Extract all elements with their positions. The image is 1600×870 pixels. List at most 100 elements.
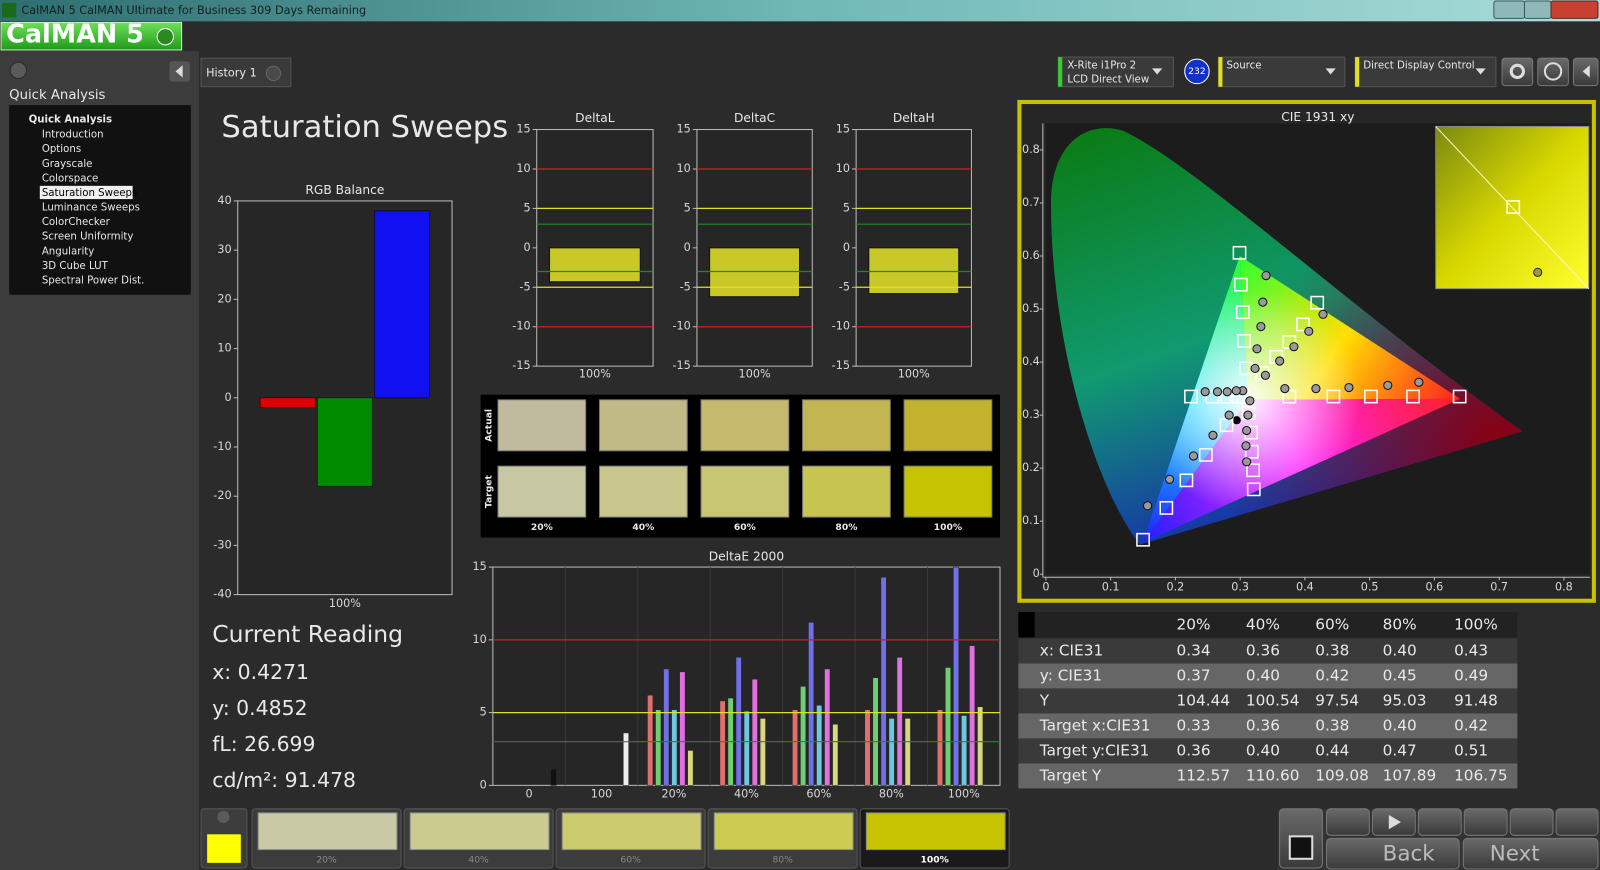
strip-label: 60% (620, 854, 641, 865)
actual-swatch (497, 399, 587, 452)
display-box[interactable] (1354, 56, 1497, 88)
y-tick-label: -40 (213, 588, 231, 601)
target-marker (1232, 245, 1247, 260)
measured-marker (1212, 387, 1223, 397)
y-tick-label: 0 (480, 778, 487, 791)
reading-line: fL: 26.699 (212, 732, 315, 756)
x-tick-label: 0.5 (1361, 580, 1379, 593)
measured-marker (1256, 321, 1266, 332)
x-tick-label: 0.1 (1102, 580, 1120, 593)
inset-marks (1506, 200, 1543, 277)
tree-item[interactable]: Saturation Sweeps (42, 188, 137, 199)
settings-button[interactable] (1501, 57, 1534, 87)
bar (671, 709, 678, 786)
check-button[interactable] (1555, 808, 1599, 836)
x-tick-label: 60% (806, 788, 831, 801)
chart: 0 5 10 15 DeltaE 2000 0 100 20% 40% 60% 80% 100% (472, 549, 1001, 801)
measured-marker (1414, 377, 1424, 387)
actual-swatch (903, 399, 993, 452)
add-tab-button[interactable] (265, 65, 282, 82)
bar (259, 397, 316, 409)
table-cell: 0.34 (1177, 642, 1211, 660)
tree-item[interactable]: Luminance Sweeps (42, 203, 140, 214)
table-header-marker (1018, 611, 1035, 638)
loop-button[interactable] (1463, 808, 1508, 836)
bar (751, 678, 758, 786)
target-swatch (497, 465, 587, 518)
table-header: 40% (1246, 616, 1280, 634)
bar (709, 247, 801, 298)
y-tick-label: 15 (472, 560, 486, 573)
minimize-button[interactable] (1493, 0, 1525, 19)
record-button[interactable] (1326, 808, 1370, 836)
tree-item[interactable]: Spectral Power Dist. (42, 275, 145, 286)
measured-marker (1344, 382, 1354, 393)
strip-swatch (257, 812, 398, 851)
target-marker (1184, 389, 1198, 404)
refresh-button[interactable] (1509, 808, 1554, 836)
tree-item[interactable]: Screen Uniformity (42, 232, 134, 243)
bar (953, 566, 960, 786)
target-swatch (802, 465, 891, 518)
back-button[interactable] (1326, 837, 1460, 870)
table-cell: 0.37 (1177, 667, 1211, 685)
tree-item[interactable]: 3D Cube LUT (42, 261, 109, 272)
display-indicator (1355, 57, 1360, 87)
y-tick-label: 15 (836, 123, 850, 136)
help-button[interactable] (1537, 57, 1569, 87)
bar (759, 718, 766, 786)
tree-item[interactable]: ColorChecker (42, 217, 111, 228)
bar (735, 657, 742, 786)
up-button[interactable] (217, 810, 230, 824)
y-tick-label: 0.2 (1022, 461, 1040, 474)
tree-item[interactable]: Grayscale (42, 159, 93, 170)
tab-label: History 1 (206, 66, 257, 79)
data-table: 20% 40% 60% 80% 100% x: CIE31 0.34 0.36 0.38 0.40… (1018, 611, 1518, 789)
cie-chart: CIE 1931 xy 0 0.1 0.2 0.3 0.4 0.5 0.6 0.7 0.8 0 0.1… (1022, 110, 1590, 593)
table-row-label: y: CIE31 (1040, 667, 1102, 685)
table-cell: 104.44 (1177, 692, 1231, 710)
chart-title: DeltaE 2000 (709, 549, 784, 563)
dropdown-arrow (1475, 68, 1486, 75)
chart-title: DeltaL (575, 111, 615, 125)
bar (832, 723, 839, 786)
reading-line: y: 0.4852 (212, 696, 307, 720)
target-marker (1205, 389, 1220, 404)
step-button[interactable] (1417, 808, 1462, 836)
target-marker (1219, 418, 1234, 433)
back-label: Back (1383, 842, 1436, 867)
reading-title: Current Reading (212, 620, 403, 648)
strip-label: 20% (316, 854, 337, 865)
logo-dropdown[interactable] (156, 28, 174, 46)
logo-button[interactable] (0, 21, 183, 51)
tree-item[interactable]: Introduction (42, 130, 104, 141)
x-tick-label: 0.7 (1490, 580, 1508, 593)
y-tick-label: -5 (680, 280, 691, 293)
tree-item[interactable]: Angularity (42, 246, 94, 257)
table-cell: 0.36 (1246, 642, 1280, 660)
bar (550, 769, 557, 786)
tree-item[interactable]: Colorspace (42, 173, 98, 184)
y-tick-label: 15 (677, 123, 691, 136)
measured-marker (1250, 363, 1260, 374)
bar (316, 397, 373, 487)
sidebar-pin[interactable] (9, 61, 28, 80)
play-icon (1388, 814, 1402, 830)
table-cell: 0.40 (1383, 642, 1417, 660)
measured-marker (1245, 396, 1255, 406)
row-label: Actual (483, 409, 494, 442)
tree-item[interactable]: Options (42, 144, 81, 155)
table-row-label: Target Y (1039, 767, 1102, 785)
target-marker (1282, 389, 1297, 404)
stop-icon (1288, 835, 1314, 860)
table-cell: 0.36 (1177, 742, 1211, 760)
badge[interactable] (1184, 58, 1210, 85)
next-button[interactable] (1462, 837, 1599, 870)
inset-gamut-edge (1435, 126, 1590, 289)
close-button[interactable] (1550, 0, 1599, 19)
table-cell: 0.40 (1246, 742, 1280, 760)
maximize-button[interactable] (1523, 0, 1552, 19)
table-cell: 0.49 (1454, 667, 1488, 685)
source-indicator (1218, 57, 1223, 87)
